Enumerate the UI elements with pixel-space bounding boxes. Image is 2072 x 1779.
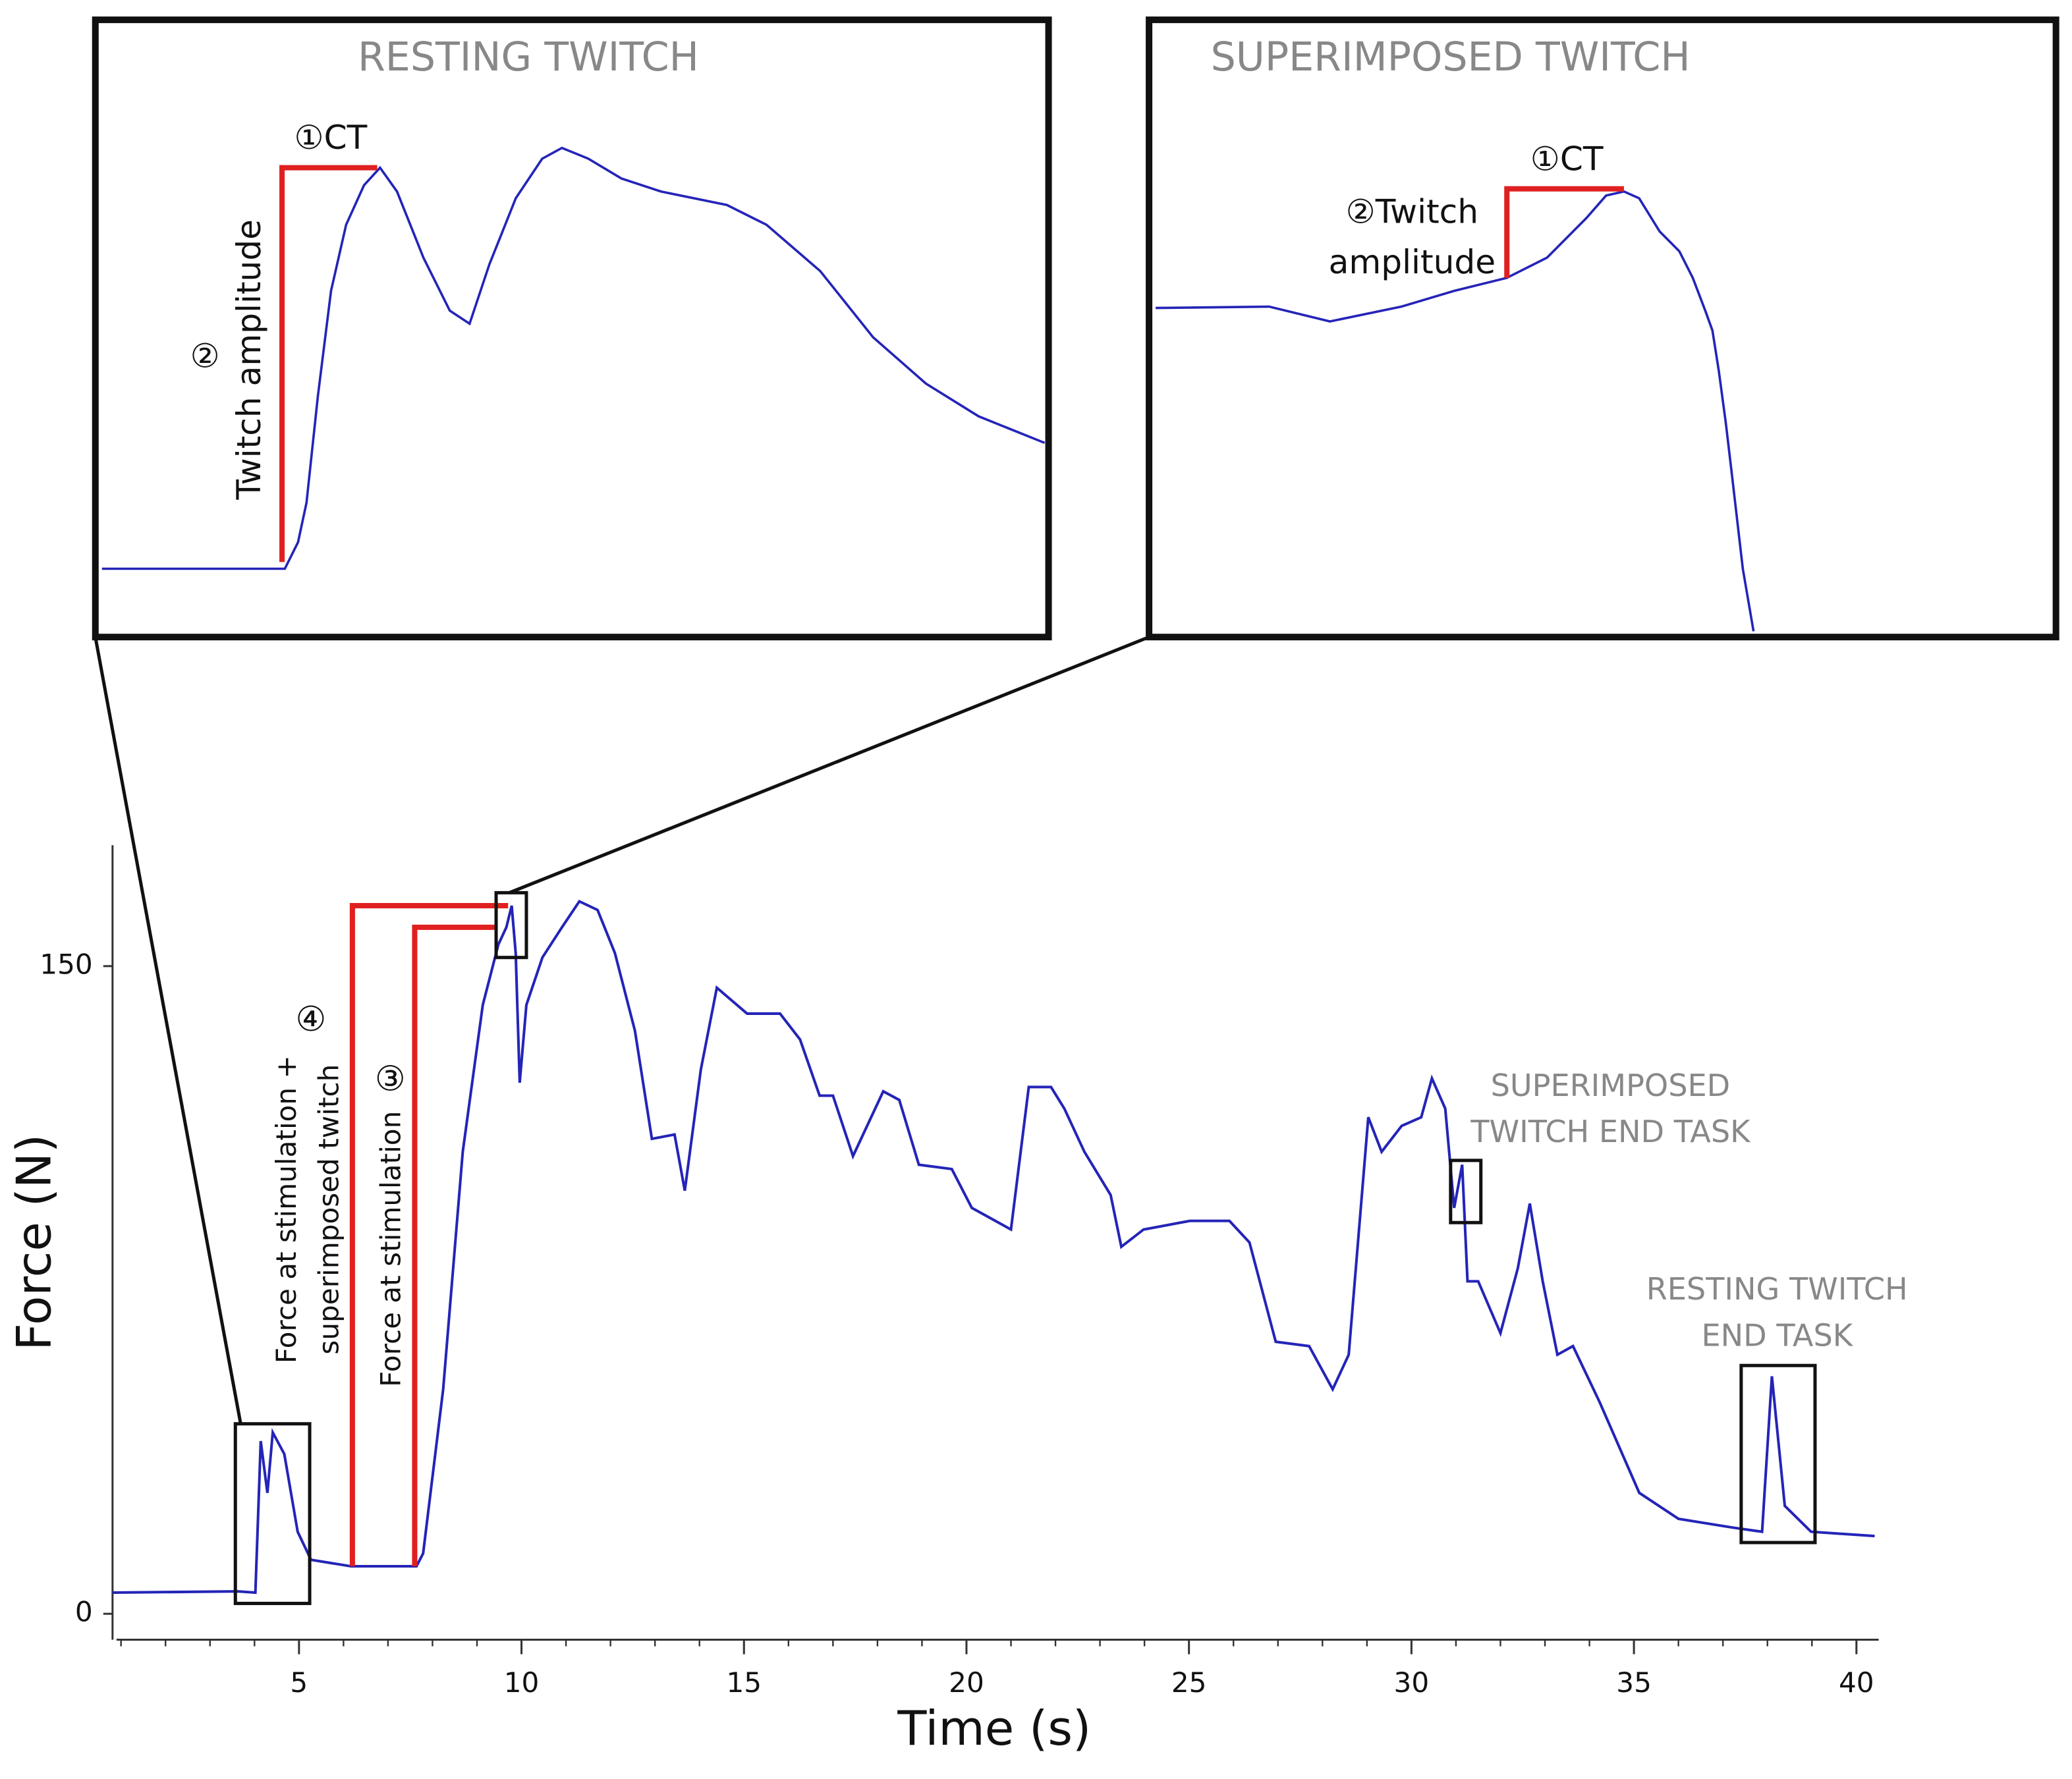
inset-frame bbox=[92, 16, 1052, 641]
inset-title: SUPERIMPOSED TWITCH bbox=[1211, 34, 1691, 80]
bracket-label: Force at stimulation bbox=[375, 1111, 407, 1387]
zoom-box bbox=[1449, 1159, 1483, 1224]
y-tick-label: 150 bbox=[40, 948, 92, 980]
x-tick-label: 15 bbox=[726, 1666, 762, 1699]
inset-label: ①CT bbox=[294, 118, 368, 157]
x-axis-title: Time (s) bbox=[897, 1701, 1091, 1757]
inset-bracket bbox=[279, 165, 378, 562]
inset-label: Twitch amplitude bbox=[229, 219, 268, 501]
inset-title: RESTING TWITCH bbox=[358, 34, 699, 80]
inset-bracket bbox=[1504, 186, 1624, 278]
x-tick-label: 10 bbox=[504, 1666, 540, 1699]
x-tick-label: 25 bbox=[1171, 1666, 1207, 1699]
inset-line bbox=[1156, 190, 1755, 632]
bracket-label: Force at stimulation + bbox=[270, 1055, 302, 1363]
y-tick-label: 0 bbox=[75, 1596, 93, 1628]
bracket bbox=[349, 903, 509, 1567]
inset-frame bbox=[1146, 16, 2059, 641]
bracket-number: ④ bbox=[295, 1000, 326, 1039]
inset-label: ②Twitch bbox=[1346, 192, 1478, 231]
bracket-number: ③ bbox=[375, 1059, 406, 1099]
x-tick-label: 35 bbox=[1616, 1666, 1652, 1699]
x-tick-label: 20 bbox=[949, 1666, 984, 1699]
connector bbox=[509, 635, 1150, 894]
inset-label: ② bbox=[190, 336, 220, 375]
zoom-box bbox=[1739, 1363, 1817, 1545]
box-label: RESTING TWITCH bbox=[1646, 1271, 1908, 1307]
bracket bbox=[412, 924, 495, 1567]
zoom-box bbox=[233, 1422, 312, 1605]
bracket-label: superimposed twitch bbox=[312, 1064, 345, 1355]
connector bbox=[94, 636, 242, 1425]
y-axis-title: Force (N) bbox=[7, 1134, 62, 1351]
box-label: TWITCH END TASK bbox=[1470, 1114, 1751, 1149]
zoom-box bbox=[494, 890, 528, 960]
force-line bbox=[112, 899, 1875, 1595]
x-tick-label: 40 bbox=[1839, 1666, 1874, 1699]
x-tick-label: 30 bbox=[1394, 1666, 1430, 1699]
box-label: END TASK bbox=[1701, 1317, 1853, 1353]
inset-label: ①CT bbox=[1530, 139, 1604, 178]
inset-label: amplitude bbox=[1329, 242, 1496, 281]
inset-line bbox=[101, 146, 1046, 570]
box-label: SUPERIMPOSED bbox=[1491, 1068, 1731, 1103]
x-tick-label: 5 bbox=[290, 1666, 308, 1699]
